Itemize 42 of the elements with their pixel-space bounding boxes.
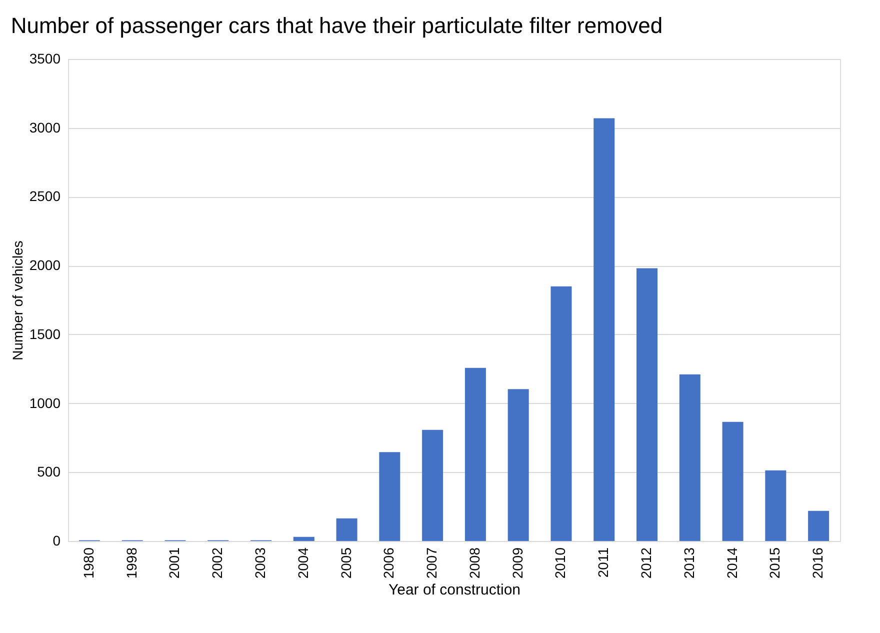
bar [722,422,744,541]
bar [464,368,486,541]
y-tick-label: 1000 [29,394,61,411]
y-tick-label: 500 [37,464,61,480]
y-axis-title: Number of vehicles [9,240,26,360]
y-tick-label: 0 [52,532,61,548]
bar [508,389,529,541]
x-tick-label: 2016 [810,547,826,579]
x-tick-label: 2006 [380,547,397,579]
x-tick-label: 2004 [294,547,311,579]
bar [808,510,830,541]
x-tick-label: 1980 [80,547,96,579]
bar [765,470,786,541]
x-tick-label: 2014 [724,547,740,579]
y-tick-label: 3500 [29,50,61,66]
bar [336,518,358,541]
x-axis-title: Year of construction [388,582,521,599]
y-tick-label: 3000 [29,119,61,136]
x-tick-label: 2002 [209,547,226,579]
y-tick-label: 2000 [29,257,61,274]
x-tick-label: 2003 [252,547,268,579]
x-tick-label: 2007 [424,547,440,579]
y-tick-label: 2500 [29,188,61,204]
bar [594,118,615,541]
x-tick-label: 2005 [338,547,354,579]
x-tick-label: 2012 [638,547,654,579]
x-tick-label: 2010 [552,547,568,579]
x-tick-label: 2008 [466,547,482,579]
x-tick-label: 2011 [595,547,612,578]
bar [679,374,700,541]
bar [636,268,658,541]
x-tick-label: 1998 [123,547,140,579]
bar [293,536,314,541]
x-tick-label: 2009 [509,547,526,579]
bar [422,430,444,541]
bar [550,286,572,541]
x-tick-label: 2015 [766,547,783,579]
chart-title: Number of passenger cars that have their particulate filter removed [10,13,663,38]
x-tick-label: 2001 [166,547,182,579]
bar [379,452,400,541]
y-tick-label: 1500 [29,326,61,342]
x-tick-label: 2013 [680,547,697,579]
